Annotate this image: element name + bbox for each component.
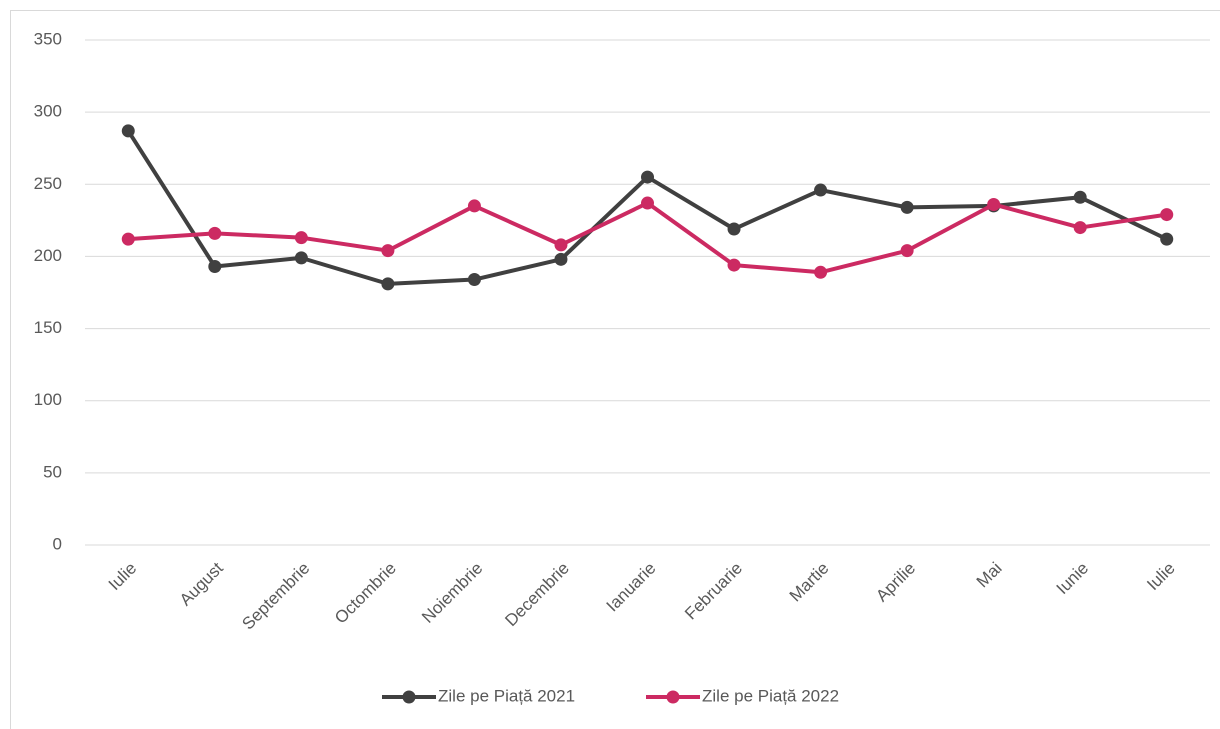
data-point: [1073, 190, 1087, 204]
y-tick-label: 100: [34, 390, 62, 409]
data-point: [208, 260, 222, 274]
data-point: [814, 265, 828, 279]
legend-marker: [402, 690, 416, 704]
data-point: [1160, 208, 1174, 222]
data-point: [641, 170, 654, 184]
data-point: [554, 252, 568, 266]
data-point: [814, 183, 828, 197]
data-point: [381, 277, 395, 291]
data-point: [1160, 232, 1174, 246]
legend-label: Zile pe Piață 2022: [702, 686, 839, 705]
data-point: [467, 199, 481, 213]
data-point: [900, 244, 914, 258]
data-point: [900, 200, 914, 214]
data-point: [987, 197, 1001, 211]
data-point: [121, 232, 135, 246]
data-point: [554, 238, 568, 252]
y-tick-label: 350: [34, 29, 62, 48]
y-tick-label: 200: [34, 246, 62, 265]
data-point: [1073, 221, 1087, 235]
legend-marker: [666, 690, 680, 704]
data-point: [727, 222, 741, 236]
data-point: [727, 258, 741, 272]
data-point: [381, 244, 395, 258]
data-point: [641, 196, 654, 210]
data-point: [294, 251, 308, 265]
y-tick-label: 250: [34, 174, 62, 193]
data-point: [467, 273, 481, 287]
chart-frame: [10, 10, 1220, 729]
legend-label: Zile pe Piață 2021: [438, 686, 575, 705]
data-point: [121, 124, 135, 138]
data-point: [208, 226, 222, 240]
y-tick-label: 50: [43, 462, 62, 481]
y-tick-label: 0: [53, 534, 62, 553]
y-tick-label: 300: [34, 102, 62, 121]
data-point: [294, 231, 308, 245]
y-tick-label: 150: [34, 318, 62, 337]
